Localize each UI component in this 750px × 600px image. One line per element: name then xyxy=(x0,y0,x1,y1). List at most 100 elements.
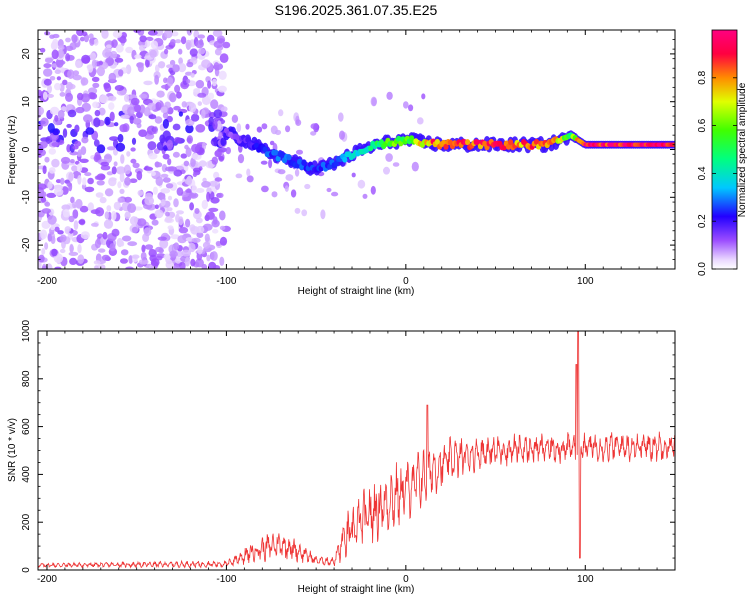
spectrogram-cell xyxy=(141,244,146,253)
spectrogram-cell xyxy=(84,172,92,177)
spectrogram-cell xyxy=(113,201,121,211)
spectrogram-cell xyxy=(106,171,114,176)
spectrogram-cell xyxy=(202,223,213,231)
spectrogram-cell xyxy=(155,246,163,253)
spectrogram-cell xyxy=(147,141,157,151)
spectrogram-cell xyxy=(109,136,119,142)
spectrogram-cell xyxy=(108,177,117,182)
spectrogram-cell xyxy=(123,164,131,175)
spectrogram-cell xyxy=(237,153,245,164)
spectrogram-cell xyxy=(185,124,194,134)
spectrogram-cell xyxy=(118,69,124,77)
spectrogram-cell xyxy=(386,91,393,100)
spectrogram-cell xyxy=(173,242,180,250)
spectrogram-cell xyxy=(184,178,192,185)
spectrogram-cell xyxy=(89,52,96,61)
spectrogram-cell xyxy=(113,148,118,156)
spectrogram-cell xyxy=(81,57,90,64)
spectrogram-cell xyxy=(218,156,224,161)
x-tick-label: 0 xyxy=(403,276,409,287)
spectrogram-cell xyxy=(164,101,171,109)
spectrogram-cell xyxy=(167,225,174,230)
spectrogram-heatmap xyxy=(38,30,675,269)
spectrogram-cell xyxy=(368,145,374,152)
spectrogram-cell xyxy=(173,264,180,269)
spectrogram-cell xyxy=(53,187,64,196)
spectrogram-cell xyxy=(47,123,55,133)
spectrogram-cell xyxy=(68,251,79,256)
spectrogram-cell xyxy=(71,165,78,172)
spectrogram-cell xyxy=(84,186,95,193)
spectrogram-cell xyxy=(190,258,196,267)
spectrogram-cell xyxy=(505,143,512,150)
figure-title: S196.2025.361.07.35.E25 xyxy=(275,2,438,18)
spectrogram-cell xyxy=(72,70,80,76)
spectrogram-cell xyxy=(180,36,187,45)
spectrogram-xlabel: Height of straight line (km) xyxy=(298,286,415,297)
spectrogram-cell xyxy=(59,248,66,254)
spectrogram-cell xyxy=(155,176,164,187)
spectrogram-cell xyxy=(213,62,220,71)
spectrogram-cell xyxy=(357,179,366,189)
spectrogram-cell xyxy=(207,80,212,89)
spectrogram-cell xyxy=(164,216,173,223)
spectrogram-cell xyxy=(185,118,195,127)
spectrogram-cell xyxy=(120,249,129,256)
spectrogram-cell xyxy=(102,231,108,240)
spectrogram-cell xyxy=(295,119,302,126)
spectrogram-cell xyxy=(116,166,126,175)
spectrogram-cell xyxy=(124,94,130,103)
spectrogram-cell xyxy=(172,64,180,73)
spectrogram-cell xyxy=(139,93,148,99)
spectrogram-cell xyxy=(185,147,192,158)
y-tick-label: 400 xyxy=(21,466,32,483)
spectrogram-cell xyxy=(74,124,80,133)
spectrogram-cell xyxy=(246,168,251,177)
spectrogram-cell xyxy=(197,245,203,255)
spectrogram-cell xyxy=(180,153,188,159)
spectrogram-cell xyxy=(156,90,165,98)
y-tick-label: -20 xyxy=(21,237,32,252)
spectrogram-cell xyxy=(130,147,136,152)
spectrogram-cell xyxy=(74,140,82,147)
spectrogram-cell xyxy=(72,145,79,150)
spectrogram-cell xyxy=(197,92,207,98)
spectrogram-cell xyxy=(120,154,125,164)
spectrogram-cell xyxy=(167,158,172,166)
spectrogram-cell xyxy=(214,48,222,56)
spectrogram-cell xyxy=(75,60,82,69)
spectrogram-cell xyxy=(139,35,147,43)
spectrogram-cell xyxy=(57,49,65,59)
spectrogram-cell xyxy=(178,111,183,117)
spectrogram-cell xyxy=(143,107,151,117)
spectrogram-cell xyxy=(268,159,273,169)
spectrogram-cell xyxy=(75,106,85,114)
spectrogram-cell xyxy=(150,171,156,177)
spectrogram-cell xyxy=(51,248,58,257)
spectrogram-cell xyxy=(81,136,89,144)
spectrogram-cell xyxy=(148,153,158,160)
spectrogram-cell xyxy=(60,106,67,112)
spectrogram-cell xyxy=(192,167,202,173)
spectrogram-cell xyxy=(216,120,222,130)
spectrogram-cell xyxy=(39,191,47,198)
snr-xlabel: Height of straight line (km) xyxy=(298,584,415,595)
spectrogram-cell xyxy=(79,158,89,163)
spectrogram-cell xyxy=(206,254,211,262)
spectrogram-cell xyxy=(396,135,402,142)
spectrogram-cell xyxy=(165,183,174,189)
spectrogram-cell xyxy=(285,125,291,133)
spectrogram-cell xyxy=(91,76,100,82)
spectrogram-cell xyxy=(119,36,127,44)
spectrogram-cell xyxy=(198,47,206,55)
spectrogram-cell xyxy=(65,37,71,43)
spectrogram-cell xyxy=(51,142,59,147)
spectrogram-cell xyxy=(67,69,75,79)
spectrogram-cell xyxy=(172,123,181,131)
spectrogram-cell xyxy=(72,74,82,81)
spectrogram-cell xyxy=(139,44,146,52)
spectrogram-cell xyxy=(131,137,137,145)
spectrogram-cell xyxy=(176,210,184,215)
spectrogram-cell xyxy=(208,116,214,126)
spectrogram-cell xyxy=(92,82,100,88)
